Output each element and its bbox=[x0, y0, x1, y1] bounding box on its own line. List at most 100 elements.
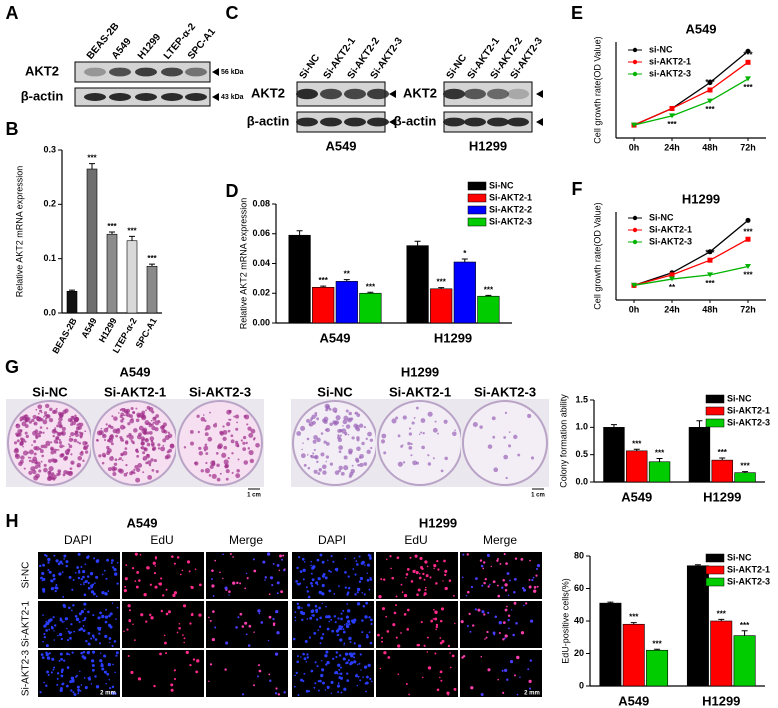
micrograph bbox=[460, 552, 542, 599]
colony bbox=[35, 435, 38, 438]
colony bbox=[135, 467, 141, 472]
colony bbox=[27, 451, 30, 454]
cell bbox=[418, 572, 421, 575]
cell bbox=[409, 556, 412, 559]
cell bbox=[377, 633, 380, 637]
colony bbox=[357, 463, 361, 467]
cell bbox=[103, 654, 107, 658]
colony bbox=[492, 435, 496, 439]
label: Si-AKT2-1 bbox=[21, 601, 32, 648]
cell bbox=[55, 559, 59, 563]
colony bbox=[96, 430, 103, 436]
cell bbox=[340, 691, 343, 694]
colony bbox=[121, 459, 124, 462]
cell bbox=[245, 572, 248, 575]
cell bbox=[70, 631, 73, 634]
colony bbox=[82, 459, 85, 463]
x-tick-label: 72h bbox=[740, 304, 756, 314]
label: D bbox=[226, 181, 239, 201]
colony bbox=[167, 433, 173, 439]
colony bbox=[39, 449, 44, 454]
cell bbox=[321, 602, 324, 605]
cell bbox=[339, 676, 344, 680]
cell bbox=[461, 576, 464, 579]
colony bbox=[56, 441, 59, 444]
cell bbox=[424, 560, 428, 564]
colony bbox=[151, 425, 156, 431]
colony bbox=[351, 436, 355, 440]
cell bbox=[483, 613, 486, 616]
colony bbox=[18, 461, 23, 467]
cell bbox=[179, 573, 182, 576]
y-tick-label: 60 bbox=[574, 583, 584, 593]
cell bbox=[87, 581, 90, 585]
cell bbox=[194, 568, 197, 571]
bar bbox=[106, 233, 118, 314]
cell bbox=[295, 580, 298, 583]
cell bbox=[191, 612, 194, 615]
cell bbox=[332, 560, 335, 563]
cell bbox=[461, 656, 464, 659]
colony bbox=[78, 431, 82, 434]
cell bbox=[320, 636, 324, 640]
cell bbox=[113, 640, 117, 643]
cell bbox=[502, 691, 505, 694]
colony bbox=[64, 408, 69, 413]
colony bbox=[504, 411, 508, 415]
cell bbox=[356, 591, 359, 594]
cell bbox=[67, 630, 70, 633]
colony bbox=[67, 470, 73, 477]
colony bbox=[79, 435, 83, 439]
colony bbox=[344, 431, 348, 436]
cell bbox=[45, 620, 48, 623]
legend-swatch bbox=[705, 577, 725, 587]
cell bbox=[258, 669, 262, 673]
y-tick-label: 0.02 bbox=[252, 288, 270, 298]
colony bbox=[135, 418, 140, 423]
cell bbox=[53, 577, 56, 581]
cell bbox=[319, 553, 323, 557]
cell bbox=[176, 631, 179, 634]
colony bbox=[58, 417, 63, 422]
colony bbox=[361, 441, 365, 446]
colony bbox=[45, 417, 48, 420]
cell bbox=[99, 611, 102, 615]
cell bbox=[245, 633, 248, 636]
cell bbox=[512, 633, 515, 637]
cell bbox=[416, 593, 419, 597]
label: A549 bbox=[110, 36, 134, 62]
y-tick-label: 0.5 bbox=[575, 449, 588, 459]
colony bbox=[31, 459, 35, 464]
cell bbox=[77, 576, 81, 580]
cell bbox=[90, 584, 94, 588]
label: A bbox=[6, 3, 19, 23]
point bbox=[669, 113, 675, 119]
cell bbox=[190, 585, 193, 588]
colony bbox=[155, 414, 160, 418]
band bbox=[161, 67, 183, 77]
legend-marker bbox=[632, 47, 638, 53]
cell bbox=[153, 572, 157, 575]
cell bbox=[160, 577, 163, 580]
cell bbox=[101, 591, 104, 594]
cell bbox=[305, 689, 309, 693]
cell bbox=[468, 612, 471, 616]
label: Si-AKT2-3 bbox=[21, 650, 32, 697]
cell bbox=[279, 554, 282, 558]
x-tick-label: 48h bbox=[702, 142, 718, 152]
legend-label: Si-NC bbox=[727, 552, 752, 562]
cell bbox=[504, 634, 508, 638]
colony bbox=[454, 429, 457, 432]
cell bbox=[486, 553, 490, 557]
colony bbox=[320, 432, 324, 435]
cell bbox=[104, 634, 108, 639]
legend-swatch bbox=[467, 193, 487, 203]
colony bbox=[408, 432, 413, 436]
colony bbox=[14, 453, 19, 458]
bar bbox=[66, 290, 78, 314]
cell bbox=[337, 690, 340, 693]
cell bbox=[315, 581, 319, 585]
cell bbox=[269, 576, 274, 580]
colony bbox=[42, 419, 48, 425]
line bbox=[633, 61, 749, 126]
